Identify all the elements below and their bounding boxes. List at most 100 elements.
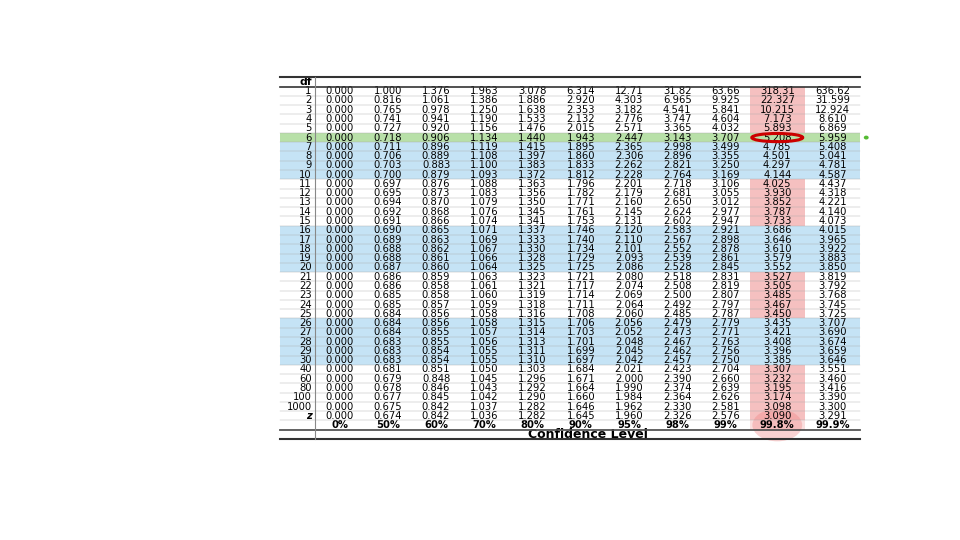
Bar	[460, 319, 509, 328]
Bar	[412, 226, 460, 235]
Bar	[702, 402, 750, 411]
Bar	[557, 402, 605, 411]
Text: 0.686: 0.686	[373, 281, 402, 291]
Text: 3.792: 3.792	[818, 281, 847, 291]
Text: 0.854: 0.854	[421, 346, 450, 356]
Bar	[804, 263, 860, 272]
Bar	[750, 142, 804, 152]
Bar	[280, 346, 316, 355]
Text: z: z	[306, 411, 312, 421]
Bar	[804, 253, 860, 263]
Text: 0.684: 0.684	[373, 309, 402, 319]
Text: 1.055: 1.055	[470, 346, 498, 356]
Text: 0.000: 0.000	[325, 216, 353, 226]
Text: 2.583: 2.583	[663, 225, 691, 235]
Bar	[653, 337, 702, 346]
Text: 2.650: 2.650	[663, 198, 691, 207]
Text: 1.076: 1.076	[470, 207, 498, 217]
Text: 1.069: 1.069	[470, 234, 498, 245]
Bar	[280, 179, 316, 188]
Bar	[460, 300, 509, 309]
Bar	[460, 328, 509, 337]
Bar	[605, 355, 653, 365]
Bar	[653, 244, 702, 253]
Bar	[412, 161, 460, 170]
Bar	[653, 133, 702, 142]
Bar	[804, 365, 860, 374]
Text: 1.093: 1.093	[470, 170, 498, 180]
Bar	[460, 374, 509, 383]
Bar	[509, 383, 557, 393]
Text: 11: 11	[299, 179, 312, 189]
Bar	[653, 365, 702, 374]
Bar	[316, 402, 364, 411]
Text: 17: 17	[299, 234, 312, 245]
Bar	[316, 365, 364, 374]
Text: 2.500: 2.500	[663, 290, 691, 300]
Bar	[509, 161, 557, 170]
Bar	[280, 217, 316, 226]
Bar	[316, 328, 364, 337]
Text: 31.599: 31.599	[815, 96, 851, 105]
Bar	[702, 198, 750, 207]
Bar	[280, 86, 316, 96]
Text: 2.060: 2.060	[614, 309, 643, 319]
Text: 0.677: 0.677	[373, 392, 402, 402]
Text: 4.604: 4.604	[711, 114, 739, 124]
Text: 2.807: 2.807	[711, 290, 740, 300]
Text: 13: 13	[300, 198, 312, 207]
Bar	[509, 114, 557, 124]
Text: 0.683: 0.683	[373, 355, 402, 365]
Text: 3.090: 3.090	[763, 411, 791, 421]
Text: 1.664: 1.664	[566, 383, 595, 393]
Bar	[557, 188, 605, 198]
Text: 2.485: 2.485	[663, 309, 691, 319]
Bar	[557, 309, 605, 319]
Bar	[280, 430, 860, 439]
Text: 4: 4	[305, 114, 312, 124]
Bar	[605, 272, 653, 281]
Bar	[280, 133, 316, 142]
Text: 2.306: 2.306	[614, 151, 643, 161]
Text: 0.694: 0.694	[373, 198, 402, 207]
Text: 0.000: 0.000	[325, 262, 353, 272]
Text: 3.579: 3.579	[763, 253, 792, 263]
Text: 2.145: 2.145	[614, 207, 643, 217]
Bar	[605, 319, 653, 328]
Bar	[509, 198, 557, 207]
Text: 3.485: 3.485	[763, 290, 791, 300]
Bar	[750, 355, 804, 365]
Bar	[702, 300, 750, 309]
Text: 2.660: 2.660	[711, 374, 740, 384]
Text: 80%: 80%	[520, 420, 544, 430]
Bar	[804, 170, 860, 179]
Bar	[412, 235, 460, 244]
Bar	[605, 393, 653, 402]
Bar	[557, 86, 605, 96]
Text: 3.733: 3.733	[763, 216, 791, 226]
Text: 26: 26	[299, 318, 312, 328]
Text: 0.688: 0.688	[373, 253, 402, 263]
Text: 19: 19	[299, 253, 312, 263]
Bar	[653, 86, 702, 96]
Text: 3.552: 3.552	[763, 262, 792, 272]
Bar	[557, 170, 605, 179]
Bar	[280, 319, 316, 328]
Bar	[509, 300, 557, 309]
Text: 3.169: 3.169	[711, 170, 740, 180]
Text: 60%: 60%	[424, 420, 448, 430]
Bar	[509, 365, 557, 374]
Bar	[412, 365, 460, 374]
Bar	[702, 272, 750, 281]
Bar	[557, 328, 605, 337]
Bar	[605, 263, 653, 272]
Bar	[316, 235, 364, 244]
Text: 0.000: 0.000	[325, 160, 353, 171]
Text: 0.678: 0.678	[373, 383, 402, 393]
Text: 1.074: 1.074	[470, 216, 498, 226]
Bar	[557, 217, 605, 226]
Text: 3: 3	[305, 105, 312, 114]
Text: 1.337: 1.337	[518, 225, 547, 235]
Bar	[460, 133, 509, 142]
Text: 1.321: 1.321	[518, 281, 547, 291]
